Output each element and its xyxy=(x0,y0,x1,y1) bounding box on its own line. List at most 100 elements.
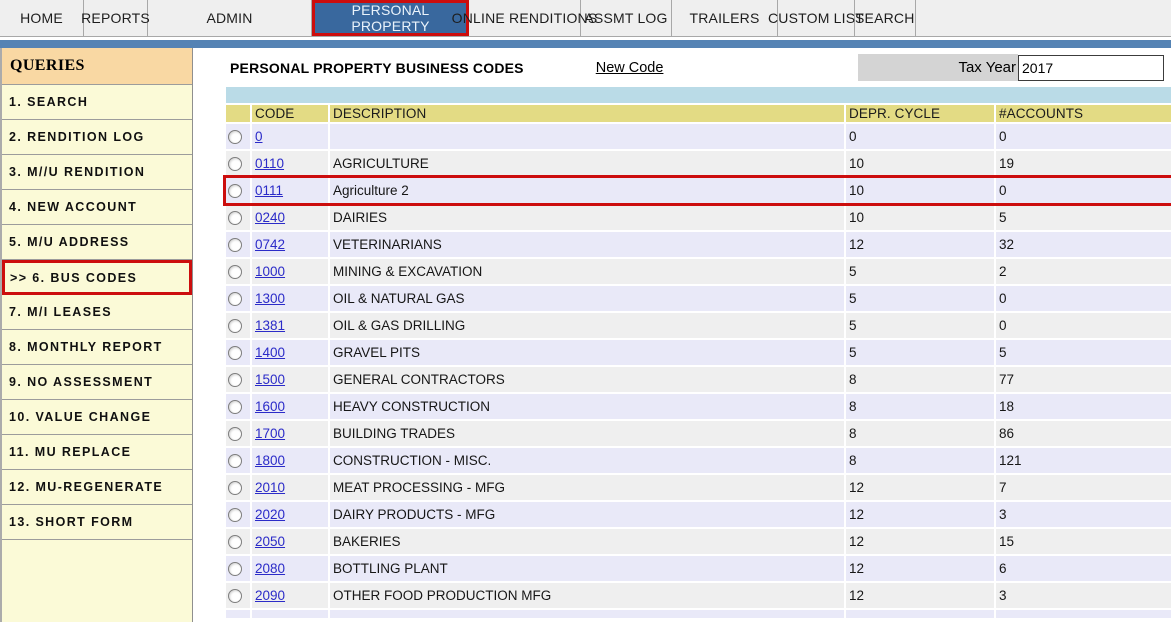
row-radio-button[interactable] xyxy=(228,562,242,577)
nav-tab[interactable]: REPORTS xyxy=(81,0,150,36)
code-link[interactable]: 2050 xyxy=(255,534,286,549)
code-link[interactable]: 1381 xyxy=(255,318,286,333)
table-row: 2020 DAIRY PRODUCTS - MFG 12 3 xyxy=(226,502,1171,527)
code-cell: 1381 xyxy=(252,313,328,338)
code-link[interactable]: 0742 xyxy=(255,237,286,252)
radio-cell xyxy=(226,232,250,257)
top-nav: HOME REPORTS ADMIN PERSONAL PROPERTY ONL… xyxy=(0,0,1171,37)
sidebar-item[interactable]: 8. MONTHLY REPORT xyxy=(2,330,192,365)
sidebar-item[interactable]: 9. NO ASSESSMENT xyxy=(2,365,192,400)
code-link[interactable]: 1000 xyxy=(255,264,286,279)
row-radio-button[interactable] xyxy=(228,373,242,388)
table-row: 0111 Agriculture 2 10 0 xyxy=(223,175,1171,206)
nav-tab[interactable]: SEARCH xyxy=(855,0,916,36)
sidebar-item[interactable]: 11. MU REPLACE xyxy=(2,435,192,470)
nav-tab[interactable]: ASSMT LOG xyxy=(581,0,672,36)
depr-cycle-column-header: DEPR. CYCLE xyxy=(846,105,994,122)
row-radio-button[interactable] xyxy=(228,238,242,253)
header-divider-strip xyxy=(226,87,1171,103)
nav-tab-label: SEARCH xyxy=(855,10,915,26)
description-cell: BAKERIES xyxy=(330,529,844,554)
nav-tab[interactable]: ADMIN xyxy=(148,0,312,36)
row-radio-button[interactable] xyxy=(228,211,242,226)
nav-gap xyxy=(0,37,1171,40)
nav-tab-label: TRAILERS xyxy=(689,10,760,26)
sidebar-item[interactable]: 10. VALUE CHANGE xyxy=(2,400,192,435)
code-link[interactable]: 1800 xyxy=(255,453,286,468)
code-link[interactable]: 1500 xyxy=(255,372,286,387)
row-radio-button[interactable] xyxy=(228,589,242,604)
code-cell: 2020 xyxy=(252,502,328,527)
accounts-cell: 3 xyxy=(996,583,1171,608)
tax-year-input[interactable] xyxy=(1018,54,1164,81)
sidebar-item-label: 3. M//U RENDITION xyxy=(9,165,146,179)
row-radio-button[interactable] xyxy=(228,157,242,172)
depr-cycle-cell: 12 xyxy=(846,502,994,527)
row-radio-button[interactable] xyxy=(228,130,242,145)
sidebar-item[interactable]: 3. M//U RENDITION xyxy=(2,155,192,190)
code-link[interactable]: 2010 xyxy=(255,480,286,495)
accounts-cell: 5 xyxy=(996,205,1171,230)
row-radio-button[interactable] xyxy=(228,265,242,280)
row-radio-button[interactable] xyxy=(228,535,242,550)
depr-cycle-cell: 10 xyxy=(846,151,994,176)
row-radio-button[interactable] xyxy=(228,400,242,415)
sidebar-item-label: 9. NO ASSESSMENT xyxy=(9,375,154,389)
sidebar-header: QUERIES xyxy=(2,48,192,85)
code-link[interactable]: 1400 xyxy=(255,345,286,360)
code-link[interactable]: 1600 xyxy=(255,399,286,414)
depr-cycle-cell: 8 xyxy=(846,421,994,446)
sidebar-item[interactable]: 5. M/U ADDRESS xyxy=(2,225,192,260)
accounts-cell: 0 xyxy=(996,124,1171,149)
depr-cycle-cell: 5 xyxy=(846,259,994,284)
code-link[interactable]: 0111 xyxy=(255,183,284,198)
code-link[interactable]: 2080 xyxy=(255,561,286,576)
accounts-cell: 121 xyxy=(996,448,1171,473)
code-link[interactable]: 0240 xyxy=(255,210,286,225)
row-radio-button[interactable] xyxy=(228,319,242,334)
code-link[interactable]: 1700 xyxy=(255,426,286,441)
table-row: 1800 CONSTRUCTION - MISC. 8 121 xyxy=(226,448,1171,473)
code-link[interactable]: 2090 xyxy=(255,588,286,603)
description-cell: HEAVY CONSTRUCTION xyxy=(330,394,844,419)
sidebar-item[interactable]: 13. SHORT FORM xyxy=(2,505,192,540)
row-radio-button[interactable] xyxy=(228,508,242,523)
row-radio-button[interactable] xyxy=(228,454,242,469)
accounts-cell: 0 xyxy=(996,178,1171,203)
radio-cell xyxy=(226,286,250,311)
nav-tab[interactable]: ONLINE RENDITIONS xyxy=(452,0,597,36)
nav-tab[interactable]: CUSTOM LIST xyxy=(768,0,864,36)
new-code-link[interactable]: New Code xyxy=(595,59,664,76)
sidebar-item[interactable]: 2. RENDITION LOG xyxy=(2,120,192,155)
row-radio-button[interactable] xyxy=(228,184,242,199)
nav-tab[interactable]: PERSONAL PROPERTY xyxy=(312,0,469,36)
sidebar-item[interactable]: 12. MU-REGENERATE xyxy=(2,470,192,505)
row-radio-button[interactable] xyxy=(228,346,242,361)
description-cell: Agriculture 2 xyxy=(330,178,844,203)
accounts-cell: 6 xyxy=(996,556,1171,581)
nav-tab[interactable]: TRAILERS xyxy=(672,0,778,36)
sidebar-item[interactable]: 7. M/I LEASES xyxy=(2,295,192,330)
radio-cell xyxy=(226,421,250,446)
content-header: PERSONAL PROPERTY BUSINESS CODES New Cod… xyxy=(193,48,1171,87)
sidebar-item[interactable]: >> 6. BUS CODES xyxy=(2,260,192,295)
code-link[interactable]: 0110 xyxy=(255,156,285,171)
radio-cell xyxy=(226,313,250,338)
description-cell: MINING & EXCAVATION xyxy=(330,259,844,284)
sidebar-item[interactable]: 1. SEARCH xyxy=(2,85,192,120)
sidebar-item[interactable]: 4. NEW ACCOUNT xyxy=(2,190,192,225)
radio-cell xyxy=(226,556,250,581)
sidebar-item-label: 13. SHORT FORM xyxy=(9,515,134,529)
code-link[interactable]: 1300 xyxy=(255,291,286,306)
code-link[interactable]: 0 xyxy=(255,129,263,144)
nav-tab[interactable]: HOME xyxy=(0,0,84,36)
code-link[interactable]: 2020 xyxy=(255,507,286,522)
row-radio-button[interactable] xyxy=(228,292,242,307)
row-radio-button[interactable] xyxy=(228,481,242,496)
row-radio-button[interactable] xyxy=(228,427,242,442)
table-row: 1500 GENERAL CONTRACTORS 8 77 xyxy=(226,367,1171,392)
description-cell: VETERINARIANS xyxy=(330,232,844,257)
table-row: 2090 OTHER FOOD PRODUCTION MFG 12 3 xyxy=(226,583,1171,608)
queries-sidebar: QUERIES 1. SEARCH 2. RENDITION LOG 3. M/… xyxy=(0,48,193,622)
depr-cycle-cell: 12 xyxy=(846,475,994,500)
